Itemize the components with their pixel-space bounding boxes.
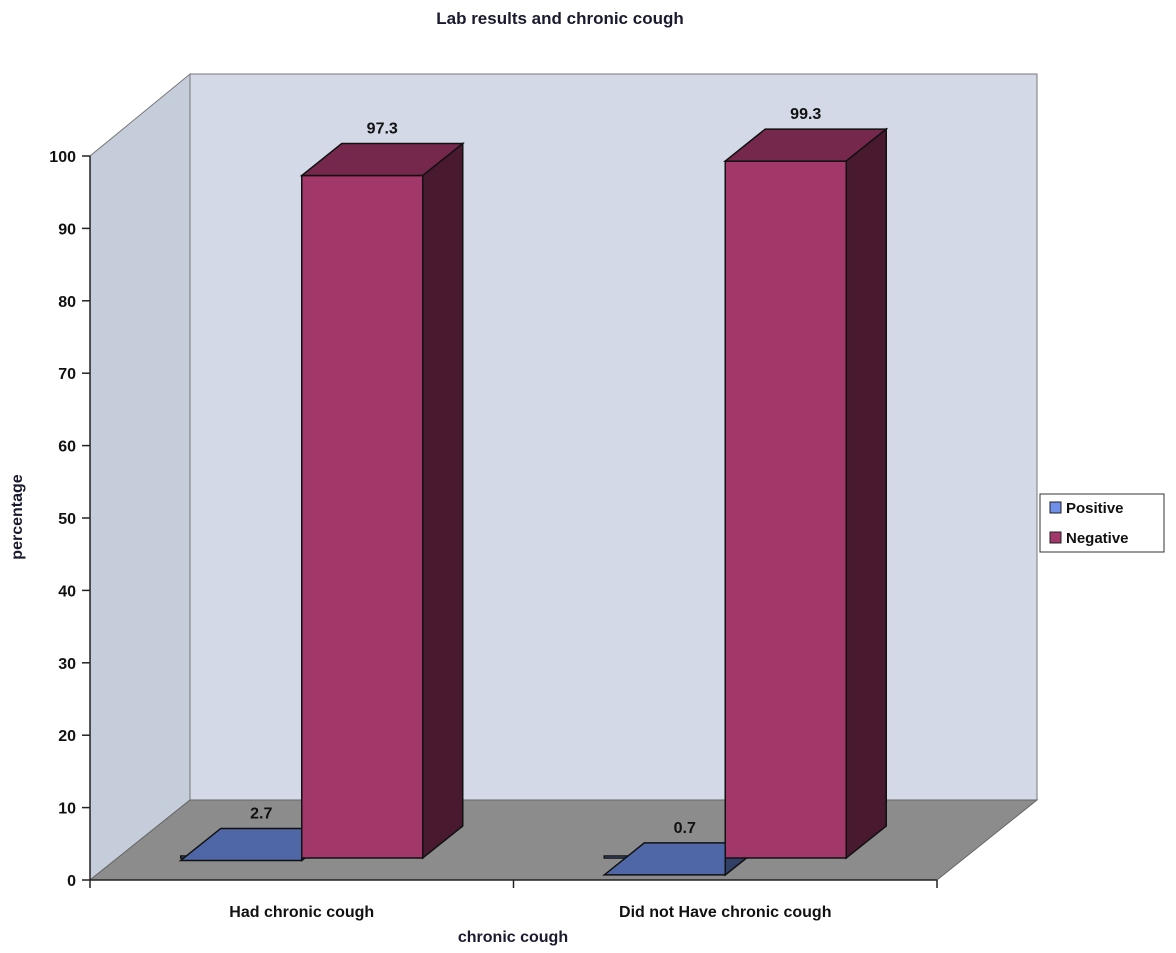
bar-side bbox=[422, 141, 464, 860]
y-tick-label: 30 bbox=[58, 656, 76, 673]
data-label: 0.7 bbox=[674, 820, 696, 837]
data-labels: 2.7 97.3 0.7 99.3 bbox=[250, 106, 821, 837]
legend-label-positive: Positive bbox=[1066, 500, 1124, 517]
y-axis-ticks: 0 10 20 30 40 50 60 70 80 90 100 bbox=[49, 149, 90, 890]
bar-front bbox=[301, 174, 424, 859]
data-label: 99.3 bbox=[790, 106, 821, 123]
legend-swatch-negative bbox=[1049, 531, 1062, 544]
y-tick-label: 20 bbox=[58, 728, 76, 745]
bar-negative-2 bbox=[723, 127, 889, 860]
data-label: 97.3 bbox=[367, 121, 398, 138]
x-axis-title: chronic cough bbox=[458, 929, 568, 946]
y-tick-label: 70 bbox=[58, 366, 76, 383]
data-label: 2.7 bbox=[250, 805, 272, 822]
x-axis-ticks: Had chronic cough Did not Have chronic co… bbox=[89, 880, 938, 921]
legend: Positive Negative bbox=[1039, 493, 1165, 553]
x-category-label: Did not Have chronic cough bbox=[619, 904, 831, 921]
y-tick-label: 60 bbox=[58, 439, 76, 456]
y-tick-label: 50 bbox=[58, 511, 76, 528]
y-tick-label: 80 bbox=[58, 294, 76, 311]
x-category-label: Had chronic cough bbox=[229, 904, 374, 921]
bar-side bbox=[845, 127, 887, 860]
y-axis-title: percentage bbox=[9, 474, 26, 559]
legend-swatch-positive bbox=[1049, 501, 1062, 514]
y-tick-label: 40 bbox=[58, 583, 76, 600]
bar-negative-1 bbox=[299, 141, 465, 860]
y-tick-label: 100 bbox=[49, 149, 76, 166]
bars bbox=[178, 127, 889, 877]
chart-title: Lab results and chronic cough bbox=[436, 9, 683, 28]
side-wall bbox=[89, 72, 191, 882]
y-tick-label: 90 bbox=[58, 221, 76, 238]
legend-label-negative: Negative bbox=[1066, 530, 1129, 547]
y-tick-label: 0 bbox=[67, 873, 76, 890]
y-tick-label: 10 bbox=[58, 801, 76, 818]
bar-front bbox=[724, 160, 847, 859]
